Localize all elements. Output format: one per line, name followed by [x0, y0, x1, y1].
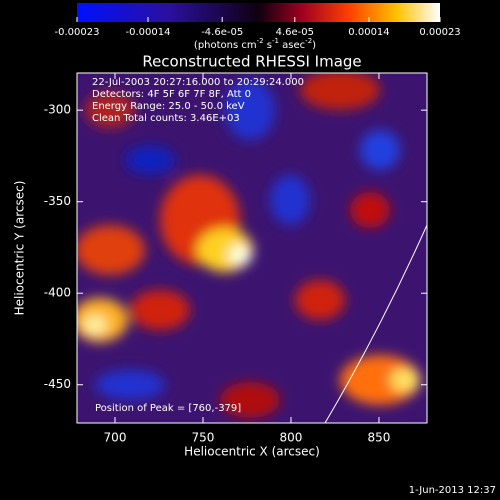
- limb: [324, 224, 427, 423]
- y-axis-label: Heliocentric Y (arcsec): [13, 181, 27, 316]
- colorbar-tick-label: -4.6e-05: [201, 27, 243, 38]
- colorbar: [77, 3, 440, 22]
- colorbar-tick-label: 0.00023: [419, 27, 460, 38]
- y-tick-label: -300: [44, 103, 71, 117]
- unit-sup: -2: [257, 37, 264, 45]
- unit-sup: -2: [305, 37, 312, 45]
- unit-sup: -1: [272, 37, 279, 45]
- x-tick-label: 800: [280, 431, 303, 445]
- annotation: Detectors: 4F 5F 6F 7F 8F, Att 0: [92, 89, 251, 100]
- x-tick-label: 750: [192, 431, 215, 445]
- unit-part: (photons cm: [194, 40, 257, 51]
- x-tick-label: 700: [104, 431, 127, 445]
- colorbar-tick-label: -0.00023: [55, 27, 100, 38]
- chart-title: Reconstructed RHESSI Image: [142, 53, 361, 71]
- unit-part: ): [312, 40, 316, 51]
- plot-frame: [76, 72, 428, 424]
- colorbar-tick-label: 0.00014: [348, 27, 389, 38]
- footer: 1-Jun-2013 12:37: [409, 485, 496, 496]
- unit-part: s: [264, 40, 272, 51]
- x-tick-label: 850: [368, 431, 391, 445]
- heatmap: [77, 73, 427, 423]
- y-tick-label: -350: [44, 194, 71, 208]
- colorbar-unit: (photons cm-2 s-1 asec-2): [194, 37, 316, 51]
- y-tick-label: -400: [44, 286, 71, 300]
- annotation: Energy Range: 25.0 - 50.0 keV: [92, 101, 245, 112]
- annotation: 22-Jul-2003 20:27:16.000 to 20:29:24.000: [92, 77, 304, 88]
- unit-part: asec: [279, 40, 305, 51]
- peak-label: Position of Peak = [760,-379]: [95, 403, 241, 414]
- x-axis-label: Heliocentric X (arcsec): [184, 445, 320, 459]
- y-tick-label: -450: [44, 377, 71, 391]
- colorbar-tick-label: 4.6e-05: [276, 27, 314, 38]
- annotation: Clean Total counts: 3.46E+03: [92, 113, 240, 124]
- colorbar-tick-label: -0.00014: [126, 27, 171, 38]
